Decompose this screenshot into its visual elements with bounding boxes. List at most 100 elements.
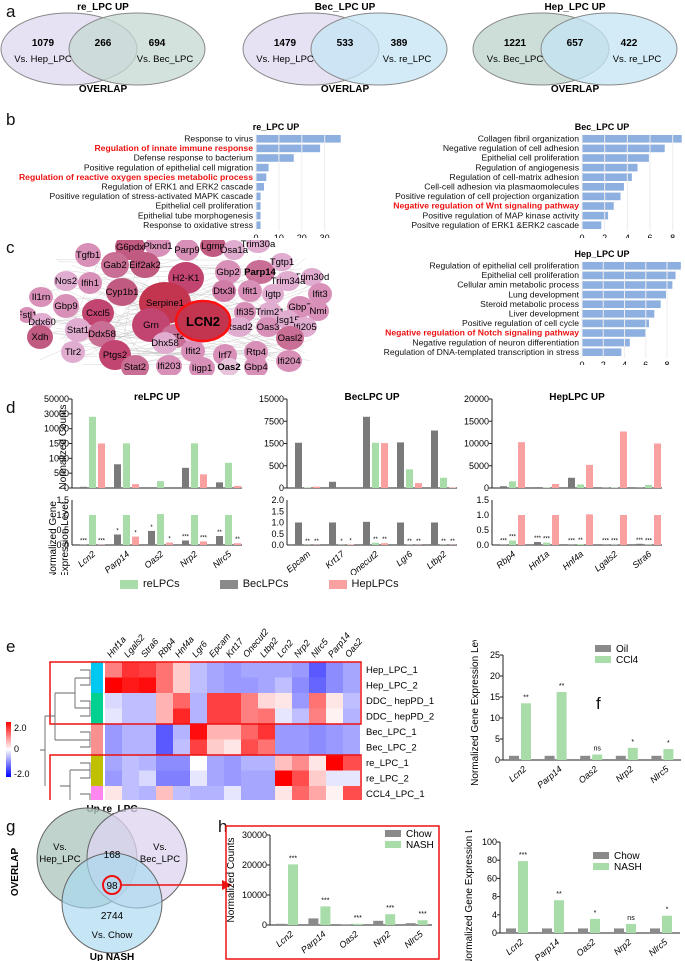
y-tick-label: 5 bbox=[495, 734, 500, 744]
significance-label: * bbox=[631, 739, 634, 746]
heatmap-cell bbox=[156, 771, 173, 787]
group-color-bar bbox=[91, 724, 103, 740]
bar bbox=[586, 514, 593, 545]
heatmap-cell bbox=[309, 662, 326, 678]
node-label: Cyp1b1 bbox=[106, 287, 139, 298]
heatmap-cell bbox=[224, 771, 241, 787]
chart-title: re_LPC UP bbox=[253, 122, 300, 132]
heatmap-cell bbox=[275, 693, 292, 709]
bar bbox=[509, 541, 516, 546]
venn-side-label: OVERLAP bbox=[10, 848, 21, 897]
bar bbox=[577, 484, 584, 488]
node-label: Ifit2 bbox=[185, 346, 200, 357]
node-label: Ptgs2 bbox=[103, 350, 127, 361]
significance-label: *** bbox=[321, 897, 329, 904]
heatmap-cell bbox=[343, 771, 360, 787]
bar bbox=[645, 485, 652, 488]
venn-count-right: 389 bbox=[391, 38, 408, 49]
heatmap-cell bbox=[207, 709, 224, 725]
significance-label: * bbox=[349, 539, 352, 545]
significance-label: ** bbox=[373, 537, 378, 543]
bar bbox=[636, 544, 643, 545]
go-term-label: Lung development bbox=[508, 289, 579, 299]
heatmap-cell bbox=[292, 755, 309, 771]
go-term-label: Negative regulation of cell adhesion bbox=[443, 143, 579, 153]
node-label: Ifi204 bbox=[277, 356, 300, 367]
x-tick-label: 2 bbox=[602, 233, 607, 238]
x-tick-label: Krt17 bbox=[323, 548, 347, 570]
go-term-label: Cell-cell adhesion via plasmaomolecules bbox=[424, 182, 579, 192]
heatmap-cell bbox=[105, 771, 122, 787]
color-scale-max: 2.0 bbox=[14, 723, 27, 733]
go-term-label: Epithelial cell proliferation bbox=[156, 201, 254, 211]
group-color-bar bbox=[91, 755, 103, 771]
y-tick-label: 500 bbox=[269, 461, 284, 471]
bar bbox=[431, 431, 438, 488]
heatmap-cell bbox=[190, 709, 207, 725]
y-axis-label: Normalized Counts bbox=[226, 837, 237, 922]
heatmap-row-label: Hep_LPC_2 bbox=[366, 681, 418, 692]
venn-title: re_LPC UP bbox=[77, 2, 129, 13]
go-term-label: Positive regulation of MAP kinase activi… bbox=[422, 210, 579, 220]
heatmap-cell bbox=[309, 755, 326, 771]
bar bbox=[628, 748, 638, 760]
bar bbox=[518, 442, 525, 488]
go-bar bbox=[582, 173, 632, 181]
venn-title: Bec_LPC UP bbox=[315, 2, 376, 13]
heatmap-cell bbox=[275, 740, 292, 756]
bar bbox=[552, 484, 559, 488]
heatmap-cell bbox=[105, 709, 122, 725]
y-tick-label: 15000 bbox=[464, 416, 489, 426]
heatmap-cell bbox=[292, 771, 309, 787]
heatmap-cell bbox=[241, 724, 258, 740]
heatmap-row-label: re_LPC_1 bbox=[366, 758, 409, 769]
y-tick-label: 10000 bbox=[44, 424, 69, 434]
significance-label: ** bbox=[217, 530, 222, 536]
x-tick-label: 0 bbox=[579, 360, 584, 365]
counts-chart-0: reLPC UP050010001500100003000050000 bbox=[44, 392, 242, 493]
legend-swatch bbox=[329, 580, 347, 589]
y-tick-label: 1.5 bbox=[56, 495, 69, 505]
bar bbox=[534, 542, 541, 545]
go-bar bbox=[582, 221, 601, 229]
y-tick-label: 8 bbox=[492, 892, 497, 902]
venn-3: Hep_LPC UP1221Vs. Bec_LPC657 422Vs. re_LP… bbox=[473, 2, 677, 95]
venn-bottom-label: OVERLAP bbox=[321, 84, 370, 95]
bar bbox=[620, 431, 627, 488]
heatmap-cell bbox=[139, 740, 156, 756]
network-node: Nos2 bbox=[54, 271, 78, 291]
bar bbox=[577, 544, 584, 545]
go-bar bbox=[582, 164, 638, 172]
x-tick-label: Lgr6 bbox=[394, 549, 414, 568]
go-bar bbox=[582, 281, 672, 289]
go-bar bbox=[256, 145, 320, 153]
heatmap-cell bbox=[207, 771, 224, 787]
significance-label: ns bbox=[593, 746, 601, 753]
node-label: Il1rn bbox=[32, 292, 50, 303]
significance-label: *** bbox=[611, 539, 619, 545]
chart-title: Bec_LPC UP bbox=[575, 122, 630, 132]
group-color-bar bbox=[91, 678, 103, 694]
center-node-label: LCN2 bbox=[186, 314, 220, 329]
bar bbox=[373, 921, 383, 925]
go-term-label: Negative regulation of neuron differenti… bbox=[412, 337, 579, 347]
significance-label: ** bbox=[523, 694, 529, 701]
venn-count-overlap: 266 bbox=[95, 38, 112, 49]
node-label: Stat2 bbox=[124, 362, 146, 373]
go-term-label: Cellular amin metabolic process bbox=[457, 280, 579, 290]
x-tick-label: Parp14 bbox=[299, 929, 328, 955]
bar bbox=[518, 515, 525, 545]
bar bbox=[182, 468, 189, 488]
node-label: Tgtp1 bbox=[270, 257, 294, 268]
go-bar bbox=[256, 212, 261, 220]
significance-label: *** bbox=[354, 915, 362, 922]
bar bbox=[440, 478, 447, 488]
legend-swatch bbox=[595, 645, 611, 652]
go-term-label: Regulation of innate immune response bbox=[94, 143, 253, 153]
venn-label: Hep_LPC bbox=[39, 854, 80, 865]
significance-label: *** bbox=[543, 537, 551, 543]
bar bbox=[590, 919, 600, 933]
bar bbox=[313, 487, 320, 488]
significance-label: *** bbox=[98, 539, 106, 545]
x-tick-label: 8 bbox=[665, 360, 670, 365]
